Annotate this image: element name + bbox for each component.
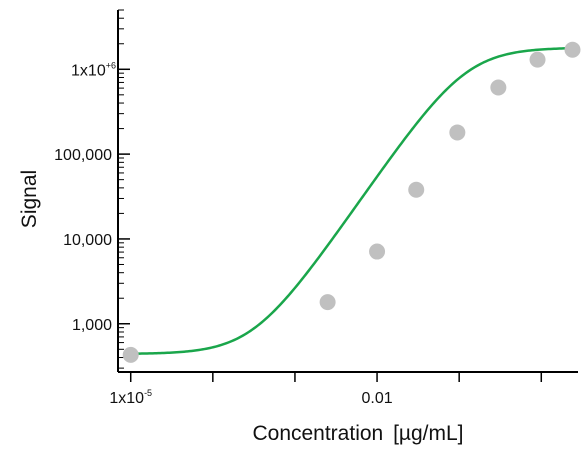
data-point [122, 346, 139, 363]
y-tick-label: 100,000 [54, 147, 112, 164]
data-points-layer [122, 41, 581, 363]
y-axis-title: Signal [18, 170, 41, 228]
x-tick-label: 1x10-5 [109, 388, 152, 407]
fit-curve-line [130, 46, 573, 355]
y-tick-label: 1,000 [72, 317, 112, 334]
data-point [490, 79, 507, 96]
y-tick-label: 1x10+6 [71, 60, 116, 79]
axis-labels-layer: 1,000 10,000 100,000 1x10+6 1x10-5 0.01 Concen… [18, 60, 464, 445]
x-tick-label: 0.01 [361, 390, 392, 407]
data-point [449, 124, 466, 141]
x-axis-title: Concentration [µg/mL] [252, 422, 463, 445]
data-point [564, 41, 581, 58]
fit-curve-layer [130, 46, 573, 355]
data-point [408, 181, 425, 198]
data-point [369, 243, 386, 260]
data-point [529, 51, 546, 68]
axes [117, 9, 578, 382]
y-tick-label: 10,000 [63, 232, 112, 249]
data-point [319, 294, 336, 311]
